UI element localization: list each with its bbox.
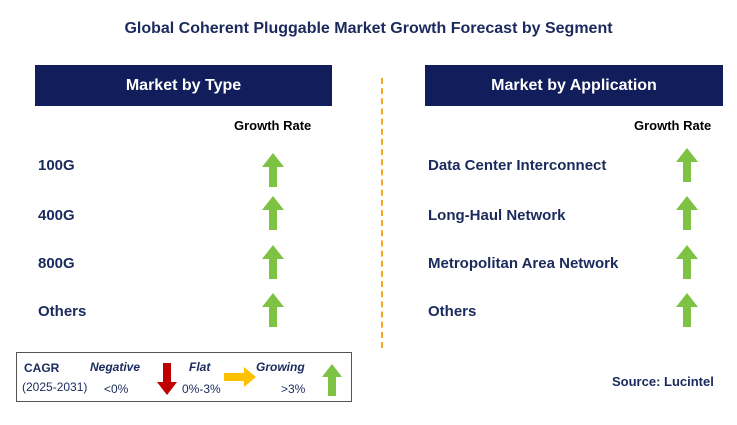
legend-growing-label: Growing [256,360,305,374]
legend-flat-range: 0%-3% [182,382,221,396]
market-by-application-header: Market by Application [425,65,723,106]
application-row-label: Others [428,303,477,320]
source-label: Source: Lucintel [612,374,714,389]
type-row-label: 400G [38,207,75,224]
green-up-arrow-icon [676,245,698,279]
legend-flat-label: Flat [189,360,211,374]
application-growth-rate-label: Growth Rate [634,118,712,133]
market-by-type-header: Market by Type [35,65,332,106]
application-row-label: Long-Haul Network [428,207,566,224]
type-growth-rate-label: Growth Rate [234,118,312,133]
legend-cagr-label: CAGR [24,361,60,375]
legend-negative-label: Negative [90,360,141,374]
green-up-arrow-icon [676,293,698,327]
red-down-arrow-icon [157,363,177,395]
green-up-arrow-icon [262,153,284,187]
type-row-label: 100G [38,157,75,174]
type-row-label: 800G [38,255,75,272]
green-up-arrow-icon [262,245,284,279]
legend-growing-range: >3% [281,382,306,396]
chart-title: Global Coherent Pluggable Market Growth … [124,20,613,37]
application-row-label: Data Center Interconnect [428,157,607,174]
orange-right-arrow-icon [224,367,256,387]
green-up-arrow-icon [262,293,284,327]
cagr-legend: CAGR (2025-2031) Negative <0% Flat 0%-3%… [16,352,352,402]
green-up-arrow-icon [676,148,698,182]
application-row-label: Metropolitan Area Network [428,255,619,272]
green-up-arrow-icon [322,364,342,396]
type-row-label: Others [38,303,87,320]
panel-divider [381,78,383,348]
green-up-arrow-icon [676,196,698,230]
legend-negative-range: <0% [104,382,129,396]
green-up-arrow-icon [262,196,284,230]
legend-period: (2025-2031) [22,380,88,394]
